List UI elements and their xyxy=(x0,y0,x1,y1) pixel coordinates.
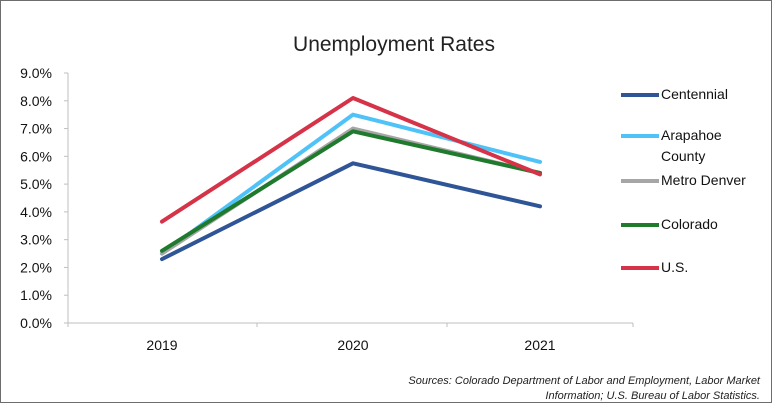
legend-label-1-1: County xyxy=(661,148,705,164)
legend: Centennial Arapahoe County Metro Denver Colo… xyxy=(621,86,746,275)
legend-label-2-0: Metro Denver xyxy=(661,172,746,188)
series-line-1 xyxy=(160,112,542,256)
x-tick-label: 2019 xyxy=(146,337,177,353)
series-line-3 xyxy=(160,129,542,253)
y-tick-label: 4.0% xyxy=(20,204,52,220)
legend-label-0-0: Centennial xyxy=(661,86,728,102)
chart-title: Unemployment Rates xyxy=(293,33,495,56)
x-axis-ticks: 2019 2020 2021 xyxy=(67,323,634,353)
x-tick-label: 2020 xyxy=(337,337,368,353)
source-line-1: Sources: Colorado Department of Labor an… xyxy=(408,375,761,387)
series-lines xyxy=(160,96,542,262)
y-tick-label: 8.0% xyxy=(20,93,52,109)
y-tick-label: 9.0% xyxy=(20,65,52,81)
legend-label-1-0: Arapahoe xyxy=(661,127,722,143)
source-line-2: Information; U.S. Bureau of Labor Statis… xyxy=(545,390,760,402)
series-line-4 xyxy=(160,96,542,224)
y-tick-label: 6.0% xyxy=(20,148,52,164)
y-tick-label: 7.0% xyxy=(20,121,52,137)
y-tick-label: 5.0% xyxy=(20,176,52,192)
y-tick-label: 1.0% xyxy=(20,287,52,303)
x-tick-label: 2021 xyxy=(524,337,555,353)
y-tick-label: 3.0% xyxy=(20,232,52,248)
series-line-0 xyxy=(160,161,542,262)
y-tick-label: 0.0% xyxy=(20,315,52,331)
y-axis-ticks: 9.0% 8.0% 7.0% 6.0% 5.0% 4.0% 3.0% 2.0% 1.0% 0.0% xyxy=(20,65,68,331)
legend-label-4-0: U.S. xyxy=(661,259,688,275)
legend-label-3-0: Colorado xyxy=(661,216,718,232)
y-tick-label: 2.0% xyxy=(20,259,52,275)
